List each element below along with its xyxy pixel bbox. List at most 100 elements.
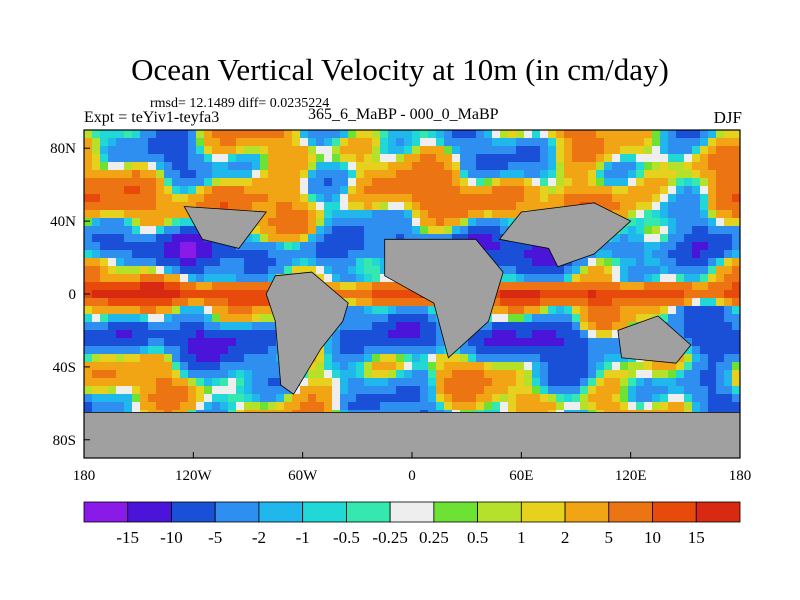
- field-cell: [180, 338, 189, 347]
- field-cell: [716, 218, 725, 227]
- field-cell: [356, 266, 365, 275]
- field-cell: [244, 370, 253, 379]
- field-cell: [556, 298, 565, 307]
- field-cell: [420, 154, 429, 163]
- field-cell: [84, 226, 93, 235]
- field-cell: [252, 170, 261, 179]
- field-cell: [84, 130, 93, 139]
- field-cell: [196, 402, 205, 411]
- field-cell: [620, 362, 629, 371]
- field-cell: [268, 226, 277, 235]
- field-cell: [220, 362, 229, 371]
- field-cell: [508, 282, 517, 291]
- field-cell: [444, 130, 453, 139]
- field-cell: [676, 282, 685, 291]
- field-cell: [388, 362, 397, 371]
- field-cell: [380, 394, 389, 403]
- field-cell: [292, 178, 301, 187]
- field-cell: [148, 370, 157, 379]
- field-cell: [276, 402, 285, 411]
- field-cell: [556, 322, 565, 331]
- field-cell: [116, 170, 125, 179]
- field-cell: [524, 402, 533, 411]
- field-cell: [516, 154, 525, 163]
- x-tick-label: 60E: [509, 468, 533, 484]
- field-cell: [732, 130, 740, 139]
- field-cell: [380, 234, 389, 243]
- field-cell: [684, 258, 693, 267]
- field-cell: [676, 394, 685, 403]
- field-cell: [412, 130, 421, 139]
- field-cell: [636, 242, 645, 251]
- field-cell: [668, 282, 677, 291]
- field-cell: [636, 202, 645, 211]
- field-cell: [84, 370, 93, 379]
- field-cell: [148, 282, 157, 291]
- field-cell: [332, 258, 341, 267]
- field-cell: [92, 146, 101, 155]
- field-cell: [668, 202, 677, 211]
- field-cell: [308, 258, 317, 267]
- field-cell: [156, 138, 165, 147]
- field-cell: [460, 386, 469, 395]
- field-cell: [620, 274, 629, 283]
- field-cell: [84, 274, 93, 283]
- field-cell: [588, 178, 597, 187]
- field-cell: [132, 194, 141, 203]
- field-cell: [244, 378, 253, 387]
- field-cell: [692, 250, 701, 259]
- field-cell: [596, 258, 605, 267]
- field-cell: [580, 322, 589, 331]
- field-cell: [460, 154, 469, 163]
- field-cell: [500, 186, 509, 195]
- field-cell: [620, 242, 629, 251]
- field-cell: [292, 202, 301, 211]
- field-cell: [420, 314, 429, 323]
- field-cell: [180, 378, 189, 387]
- field-cell: [612, 354, 621, 363]
- field-cell: [508, 162, 517, 171]
- field-cell: [220, 274, 229, 283]
- field-cell: [572, 290, 581, 299]
- field-cell: [460, 394, 469, 403]
- field-cell: [404, 146, 413, 155]
- field-cell: [380, 178, 389, 187]
- field-cell: [292, 210, 301, 219]
- field-cell: [524, 354, 533, 363]
- field-cell: [148, 210, 157, 219]
- field-cell: [516, 170, 525, 179]
- field-cell: [100, 314, 109, 323]
- field-cell: [468, 202, 477, 211]
- field-cell: [556, 386, 565, 395]
- field-cell: [604, 338, 613, 347]
- field-cell: [564, 330, 573, 339]
- field-cell: [508, 170, 517, 179]
- field-cell: [628, 234, 637, 243]
- field-cell: [212, 258, 221, 267]
- field-cell: [340, 130, 349, 139]
- field-cell: [316, 258, 325, 267]
- field-cell: [100, 378, 109, 387]
- field-cell: [300, 266, 309, 275]
- field-cell: [500, 290, 509, 299]
- field-cell: [652, 290, 661, 299]
- field-cell: [348, 226, 357, 235]
- colorbar-swatch: [389, 501, 435, 523]
- field-cell: [148, 378, 157, 387]
- field-cell: [84, 138, 93, 147]
- field-cell: [452, 378, 461, 387]
- field-cell: [700, 298, 709, 307]
- field-cell: [332, 154, 341, 163]
- field-cell: [268, 194, 277, 203]
- field-cell: [388, 210, 397, 219]
- field-cell: [532, 362, 541, 371]
- field-cell: [724, 154, 733, 163]
- field-cell: [308, 162, 317, 171]
- field-cell: [164, 346, 173, 355]
- field-cell: [692, 330, 701, 339]
- field-cell: [572, 138, 581, 147]
- field-cell: [596, 362, 605, 371]
- field-cell: [340, 202, 349, 211]
- field-cell: [644, 162, 653, 171]
- field-cell: [524, 154, 533, 163]
